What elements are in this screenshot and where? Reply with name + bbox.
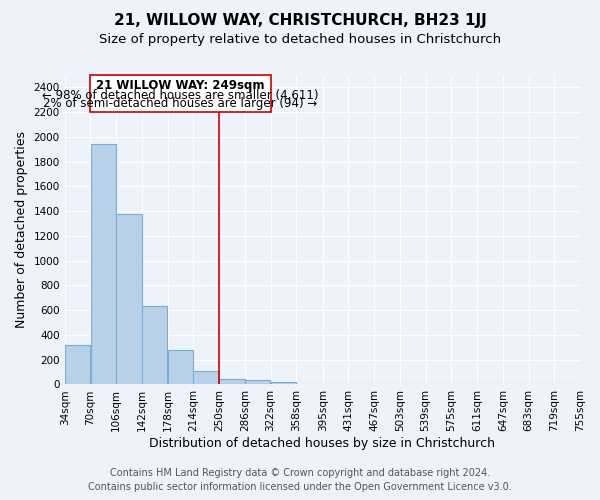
X-axis label: Distribution of detached houses by size in Christchurch: Distribution of detached houses by size … [149,437,496,450]
Text: 21, WILLOW WAY, CHRISTCHURCH, BH23 1JJ: 21, WILLOW WAY, CHRISTCHURCH, BH23 1JJ [113,12,487,28]
Bar [65,345,90,385]
Bar [116,214,142,384]
FancyBboxPatch shape [91,75,271,112]
Bar [245,380,271,384]
Bar [142,306,167,384]
Text: Contains HM Land Registry data © Crown copyright and database right 2024.
Contai: Contains HM Land Registry data © Crown c… [88,468,512,492]
Text: ← 98% of detached houses are smaller (4,611): ← 98% of detached houses are smaller (4,… [42,88,319,102]
Bar [193,372,219,384]
Bar [91,144,116,384]
Text: 2% of semi-detached houses are larger (94) →: 2% of semi-detached houses are larger (9… [43,98,317,110]
Bar [271,382,296,384]
Y-axis label: Number of detached properties: Number of detached properties [15,131,28,328]
Bar [168,350,193,384]
Text: 21 WILLOW WAY: 249sqm: 21 WILLOW WAY: 249sqm [96,78,265,92]
Bar [219,379,245,384]
Text: Size of property relative to detached houses in Christchurch: Size of property relative to detached ho… [99,32,501,46]
